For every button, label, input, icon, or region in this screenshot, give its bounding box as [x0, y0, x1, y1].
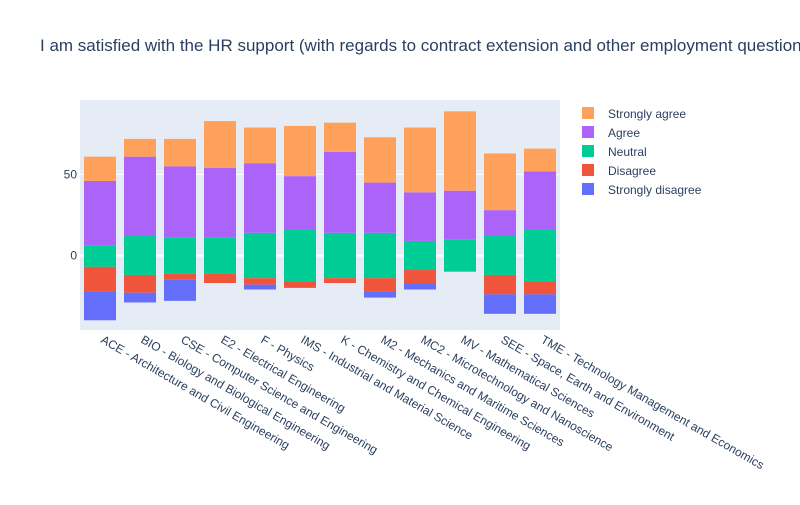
bar-neutral[interactable]	[124, 255, 156, 275]
bar-strongly-agree[interactable]	[404, 127, 436, 193]
bar-strongly-agree[interactable]	[284, 125, 316, 177]
bar-strongly-disagree[interactable]	[124, 292, 156, 303]
bar-disagree[interactable]	[284, 281, 316, 288]
legend-swatch	[582, 126, 594, 138]
bar-neutral[interactable]	[404, 240, 436, 256]
bar-disagree[interactable]	[364, 278, 396, 292]
bar-strongly-agree[interactable]	[444, 111, 476, 191]
bar-neutral[interactable]	[84, 245, 116, 256]
bar-neutral[interactable]	[124, 236, 156, 256]
legend-swatch	[582, 145, 594, 157]
y-axis: 0 50	[64, 168, 78, 263]
bar-neutral[interactable]	[484, 236, 516, 256]
bar-agree[interactable]	[284, 176, 316, 230]
bar-neutral[interactable]	[444, 239, 476, 256]
bar-neutral[interactable]	[324, 255, 356, 279]
bar-neutral[interactable]	[284, 229, 316, 256]
bar-neutral[interactable]	[484, 255, 516, 275]
bar-disagree[interactable]	[244, 278, 276, 285]
bar-agree[interactable]	[324, 151, 356, 233]
bar-disagree[interactable]	[524, 281, 556, 295]
bar-disagree[interactable]	[124, 274, 156, 293]
bar-strongly-agree[interactable]	[324, 122, 356, 152]
bar-agree[interactable]	[524, 171, 556, 230]
bar-disagree[interactable]	[204, 273, 236, 284]
bar-neutral[interactable]	[204, 237, 236, 256]
bar-strongly-agree[interactable]	[484, 153, 516, 211]
legend-swatch	[582, 107, 594, 119]
bar-strongly-agree[interactable]	[164, 138, 196, 167]
bar-agree[interactable]	[364, 182, 396, 233]
bar-strongly-disagree[interactable]	[484, 294, 516, 314]
bar-agree[interactable]	[204, 168, 236, 238]
bar-neutral[interactable]	[444, 255, 476, 272]
bar-neutral[interactable]	[364, 232, 396, 256]
bar-agree[interactable]	[484, 210, 516, 237]
bar-strongly-disagree[interactable]	[404, 283, 436, 290]
bar-neutral[interactable]	[84, 255, 116, 267]
legend-label: Strongly agree	[608, 107, 686, 121]
bar-strongly-disagree[interactable]	[164, 279, 196, 301]
legend-item-strongly-agree[interactable]: Strongly agree	[582, 107, 686, 121]
bar-strongly-disagree[interactable]	[364, 291, 396, 298]
legend-item-agree[interactable]: Agree	[582, 126, 640, 140]
bar-strongly-agree[interactable]	[244, 127, 276, 164]
chart-title: I am satisfied with the HR support (with…	[40, 36, 800, 55]
bar-strongly-agree[interactable]	[84, 156, 116, 181]
bar-strongly-agree[interactable]	[124, 138, 156, 157]
bar-neutral[interactable]	[364, 255, 396, 279]
legend-label: Agree	[608, 126, 640, 140]
bar-agree[interactable]	[404, 192, 436, 241]
bar-neutral[interactable]	[164, 237, 196, 256]
bar-neutral[interactable]	[324, 232, 356, 256]
plot-area	[80, 100, 560, 330]
legend-swatch	[582, 164, 594, 176]
legend-item-strongly-disagree[interactable]: Strongly disagree	[582, 183, 702, 197]
y-tick-label: 0	[70, 248, 77, 262]
bar-agree[interactable]	[124, 156, 156, 237]
y-tick-label: 50	[64, 168, 78, 182]
bar-neutral[interactable]	[244, 232, 276, 256]
bar-strongly-agree[interactable]	[364, 137, 396, 183]
legend: Strongly agree Agree Neutral Disagree Strong…	[582, 107, 702, 197]
bar-neutral[interactable]	[164, 255, 196, 274]
bar-neutral[interactable]	[244, 255, 276, 279]
bar-strongly-disagree[interactable]	[244, 284, 276, 290]
bar-disagree[interactable]	[484, 274, 516, 295]
bar-neutral[interactable]	[204, 255, 236, 274]
x-axis: ACE - Architecture and Civil Engineering…	[99, 332, 767, 472]
bar-strongly-disagree[interactable]	[524, 294, 556, 314]
bar-disagree[interactable]	[84, 266, 116, 292]
legend-swatch	[582, 183, 594, 195]
bar-strongly-agree[interactable]	[204, 121, 236, 169]
bar-neutral[interactable]	[404, 255, 436, 271]
bar-neutral[interactable]	[284, 255, 316, 282]
bar-agree[interactable]	[244, 163, 276, 233]
legend-label: Disagree	[608, 164, 656, 178]
bar-disagree[interactable]	[164, 273, 196, 280]
legend-item-neutral[interactable]: Neutral	[582, 145, 647, 159]
bar-disagree[interactable]	[404, 270, 436, 284]
legend-label: Strongly disagree	[608, 183, 702, 197]
bar-neutral[interactable]	[524, 255, 556, 282]
bar-strongly-disagree[interactable]	[84, 291, 116, 321]
bar-agree[interactable]	[164, 166, 196, 238]
bar-neutral[interactable]	[524, 229, 556, 256]
bar-agree[interactable]	[444, 190, 476, 240]
bar-disagree[interactable]	[324, 278, 356, 284]
legend-item-disagree[interactable]: Disagree	[582, 164, 656, 178]
legend-label: Neutral	[608, 145, 647, 159]
bar-agree[interactable]	[84, 180, 116, 246]
bar-strongly-agree[interactable]	[524, 148, 556, 172]
bars	[84, 111, 556, 321]
gridlines	[80, 174, 560, 257]
